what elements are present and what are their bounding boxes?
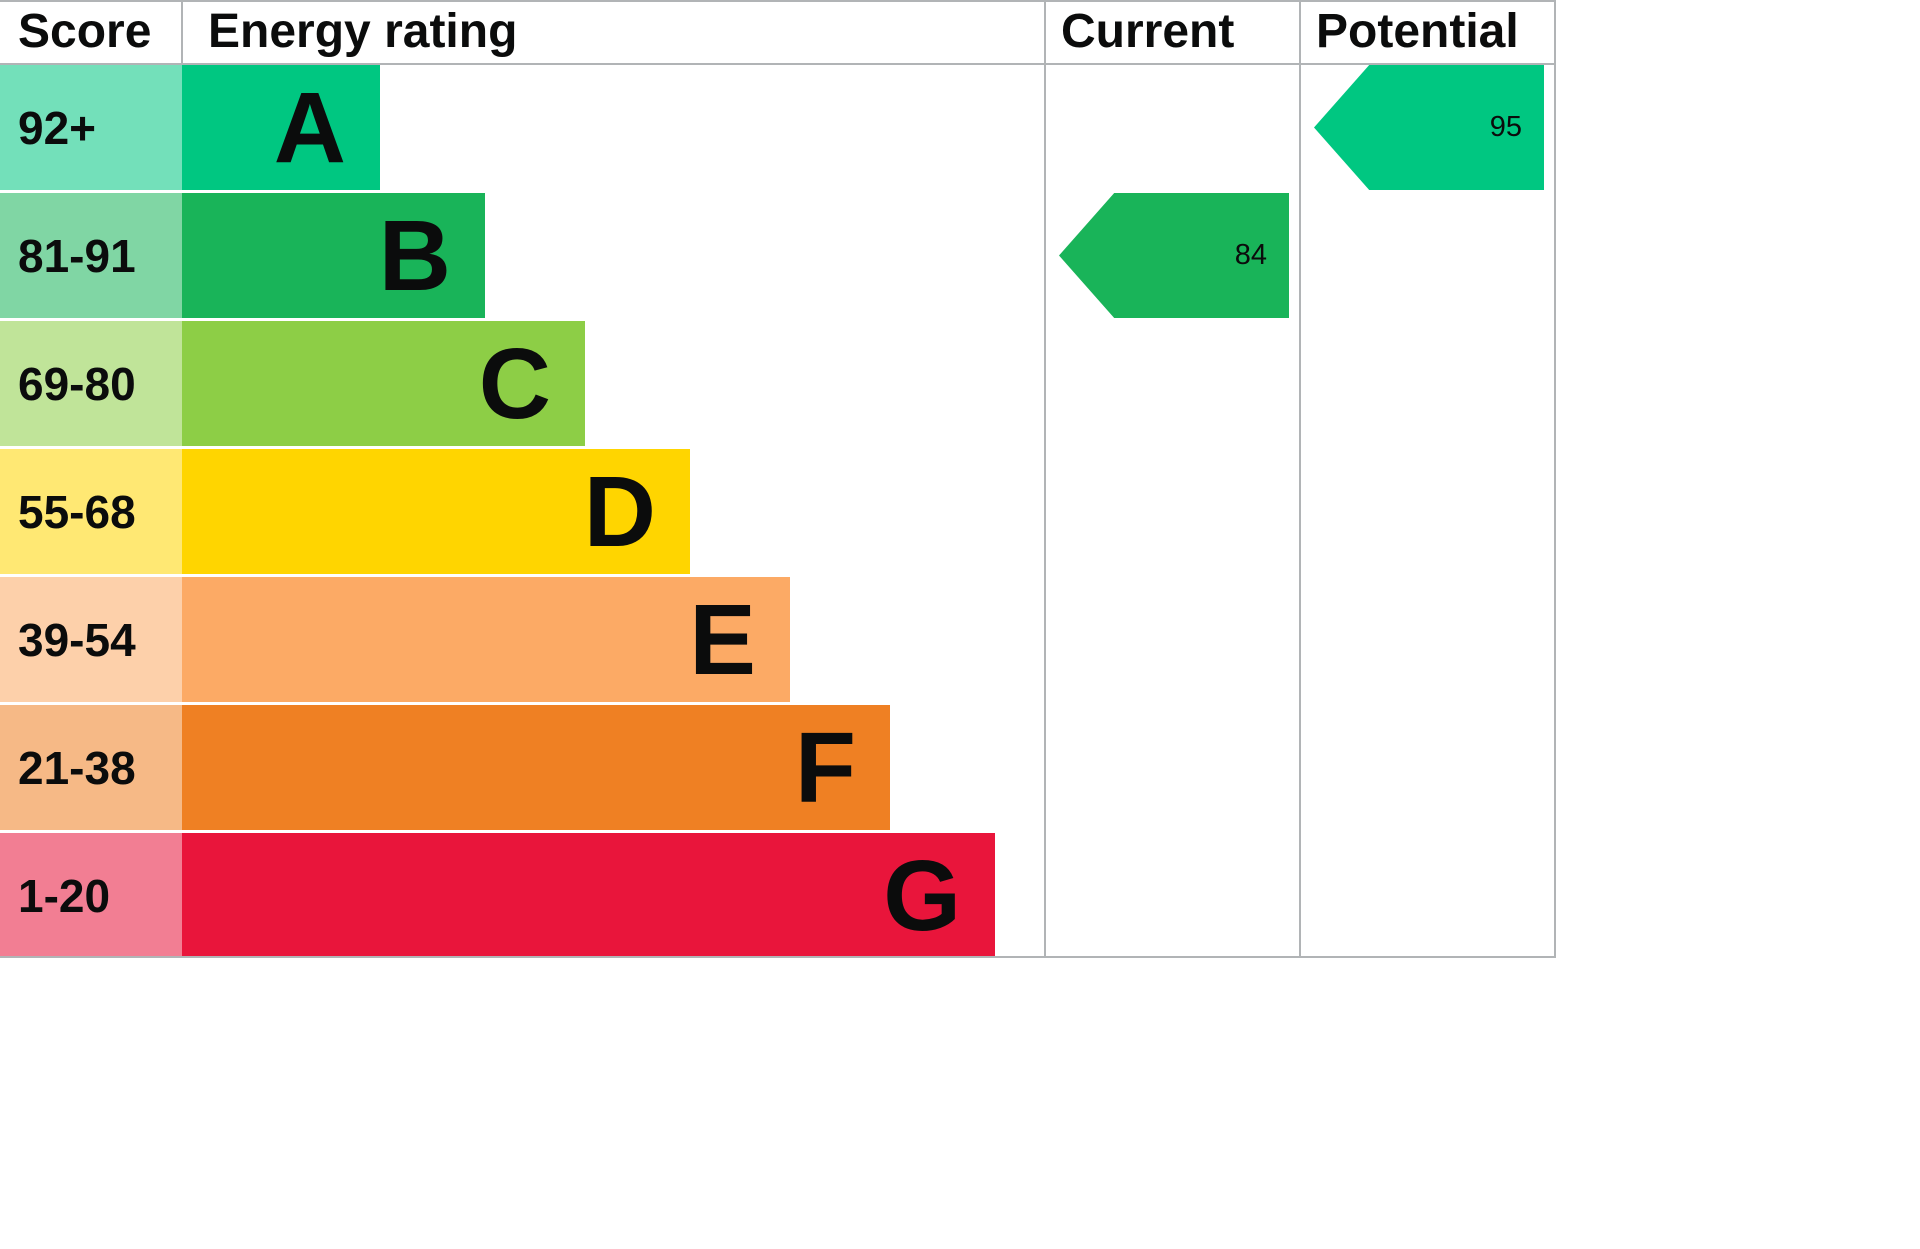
band-letter: G: [883, 839, 961, 952]
potential-value: 95: [1489, 111, 1522, 143]
potential-arrow: 95: [1314, 65, 1544, 190]
chart-header-row: Score Energy rating Current Potential: [0, 0, 1556, 63]
band-bar-g: G: [182, 833, 995, 958]
band-bar-c: C: [182, 321, 585, 446]
epc-energy-rating-chart: Score Energy rating Current Potential 92…: [0, 0, 1556, 961]
band-row-a: 92+ A: [0, 65, 1556, 190]
current-arrow: 84: [1059, 193, 1289, 318]
header-score: Score: [18, 5, 152, 58]
table-right-border: [1554, 0, 1556, 958]
band-rows: 92+ A 81-91 B 69-80 C 55-68 D 39-54: [0, 65, 1556, 961]
band-score-range: 1-20: [0, 833, 182, 958]
band-row-d: 55-68 D: [0, 449, 1556, 574]
band-score-range: 21-38: [0, 705, 182, 830]
band-bar-f: F: [182, 705, 890, 830]
band-score-range: 39-54: [0, 577, 182, 702]
band-letter: F: [794, 711, 856, 824]
header-potential: Potential: [1316, 5, 1519, 58]
divider-score-rating: [181, 0, 183, 63]
band-bar-d: D: [182, 449, 690, 574]
header-energy-rating: Energy rating: [208, 5, 518, 58]
band-score-range: 69-80: [0, 321, 182, 446]
header-current: Current: [1061, 5, 1235, 58]
band-score-range: 81-91: [0, 193, 182, 318]
band-score-range: 92+: [0, 65, 182, 190]
table-bottom-border: [0, 956, 1556, 958]
band-bar-b: B: [182, 193, 485, 318]
band-row-b: 81-91 B: [0, 193, 1556, 318]
band-letter: B: [378, 199, 451, 312]
band-letter: D: [583, 455, 656, 568]
table-top-border: [0, 0, 1556, 2]
band-letter: E: [689, 583, 756, 696]
current-value: 84: [1234, 239, 1267, 271]
band-row-c: 69-80 C: [0, 321, 1556, 446]
band-row-f: 21-38 F: [0, 705, 1556, 830]
divider-current: [1044, 0, 1046, 958]
header-underline: [0, 63, 1556, 65]
band-score-range: 55-68: [0, 449, 182, 574]
band-letter: C: [478, 327, 551, 440]
band-letter: A: [273, 71, 346, 184]
band-row-e: 39-54 E: [0, 577, 1556, 702]
band-row-g: 1-20 G: [0, 833, 1556, 958]
divider-potential: [1299, 0, 1301, 958]
band-bar-a: A: [182, 65, 380, 190]
band-bar-e: E: [182, 577, 790, 702]
